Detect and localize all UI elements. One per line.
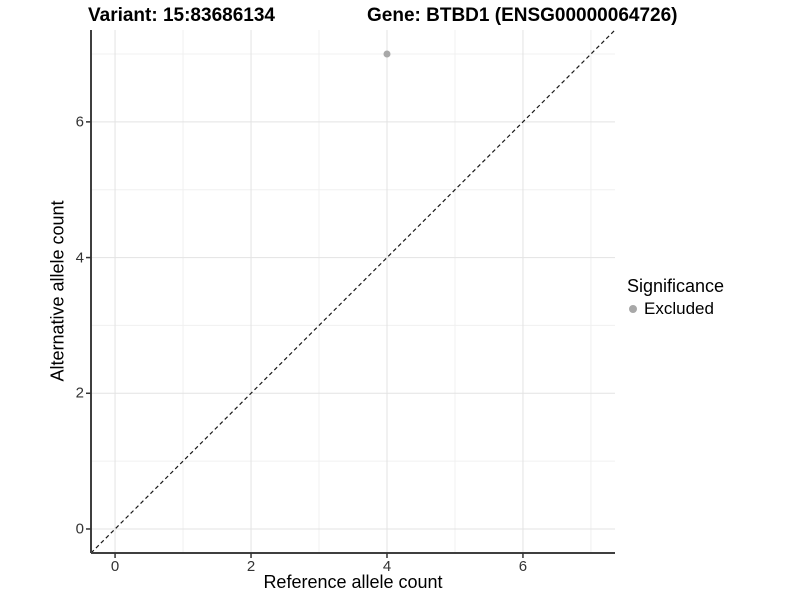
x-tick-label: 0 (110, 558, 120, 575)
y-tick-label: 4 (75, 249, 84, 267)
identity-line (90, 30, 615, 554)
x-tick-label: 2 (246, 558, 256, 575)
legend-key (627, 305, 644, 313)
y-axis-title: Alternative allele count (47, 200, 68, 382)
y-tick-label: 6 (75, 113, 84, 131)
y-tick-label: 0 (75, 520, 84, 538)
x-axis-title: Reference allele count (263, 572, 443, 592)
x-tick-label: 4 (382, 558, 392, 575)
scatter-chart (86, 30, 615, 558)
legend-title: Significance (627, 276, 725, 296)
plot-title-variant: Variant: 15:83686134 (88, 5, 275, 26)
y-tick-label: 2 (75, 384, 84, 402)
x-tick-label: 6 (518, 558, 528, 575)
plot-title-gene: Gene: BTBD1 (ENSG00000064726) (367, 5, 678, 26)
excluded-point-icon (629, 305, 637, 313)
legend-item-label: Excluded (644, 299, 714, 318)
data-point (383, 50, 391, 58)
legend: Significance Excluded (627, 274, 724, 320)
legend-item-excluded: Excluded (627, 298, 724, 320)
